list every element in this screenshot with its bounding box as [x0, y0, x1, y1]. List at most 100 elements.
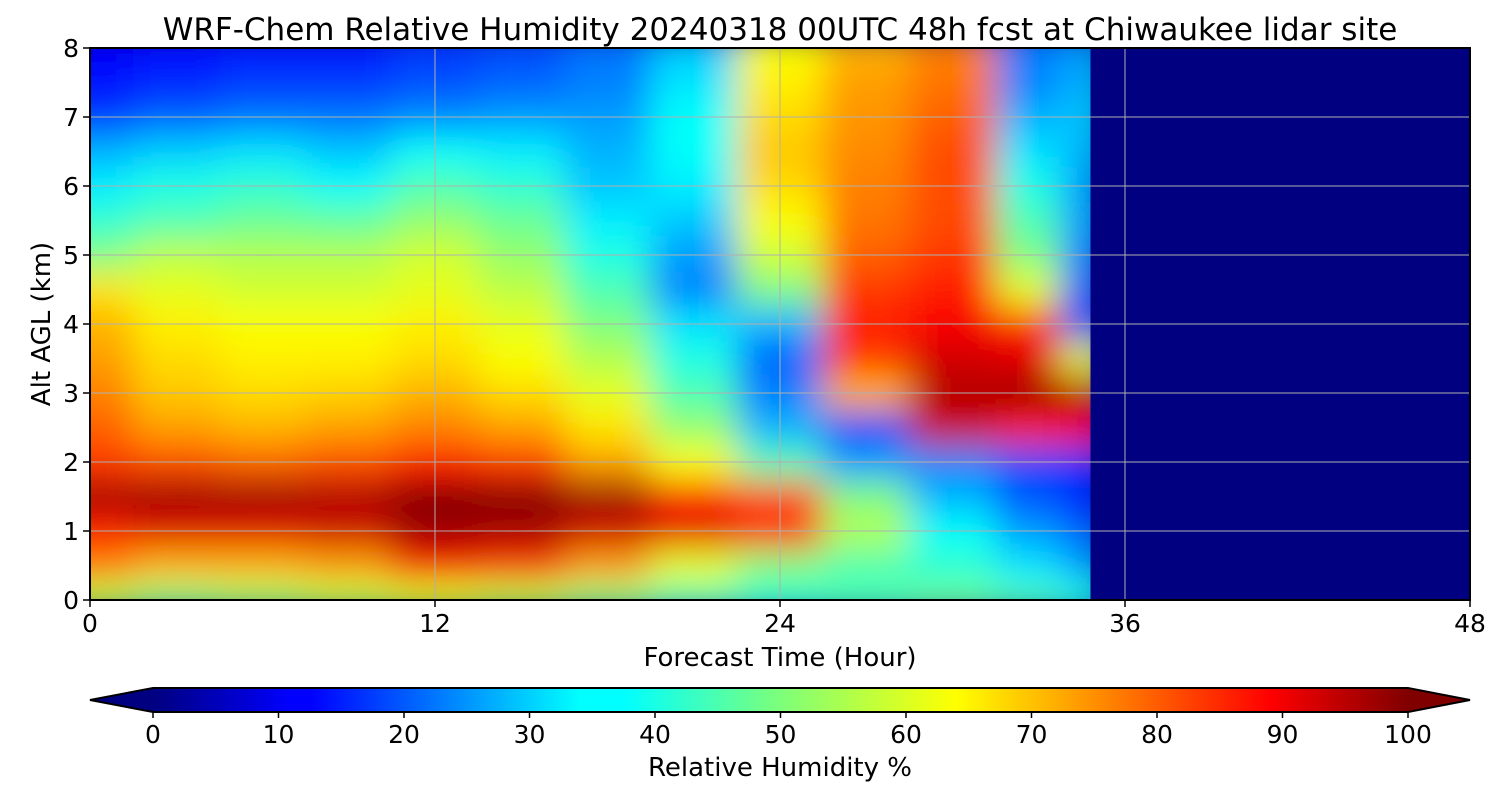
colorbar-tick-label: 0: [145, 720, 161, 749]
heatmap-cell: [650, 203, 738, 239]
heatmap-cell: [995, 134, 1061, 170]
y-tick-label: 1: [63, 517, 79, 546]
heatmap-cell: [219, 410, 307, 446]
heatmap-cell: [305, 203, 393, 239]
heatmap-cell: [90, 410, 134, 446]
colorbar-tick-label: 30: [514, 720, 546, 749]
heatmap-cell: [478, 582, 565, 600]
y-tick-label: 6: [63, 172, 79, 201]
colorbar-extend-max: [1408, 688, 1470, 712]
colorbar-body: [153, 688, 1408, 712]
heatmap-cell: [650, 272, 738, 308]
heatmap-cell: [133, 65, 220, 101]
y-tick-label: 2: [63, 448, 79, 477]
chart-title: WRF-Chem Relative Humidity 20240318 00UT…: [163, 12, 1398, 48]
heatmap-cell: [995, 479, 1061, 515]
heatmap-cell: [305, 410, 393, 446]
heatmap-cell: [823, 548, 910, 584]
x-tick-label: 0: [82, 609, 98, 638]
heatmap-cell: [478, 203, 565, 239]
heatmap-cell: [823, 410, 910, 446]
heatmap-cell: [909, 479, 997, 515]
heatmap-cell: [823, 479, 910, 515]
heatmap-cell: [564, 479, 652, 515]
y-tick-label: 7: [63, 103, 79, 132]
heatmap-cell: [133, 134, 220, 170]
heatmap-cell: [133, 48, 220, 66]
heatmap-cell: [90, 479, 134, 515]
heatmap-cell: [995, 65, 1061, 101]
heatmap-cell: [564, 65, 652, 101]
x-axis-ticks: 0 12 24 36 48: [82, 600, 1486, 638]
heatmap-cell: [219, 582, 307, 600]
y-tick-label: 5: [63, 241, 79, 270]
heatmap-cell: [133, 479, 220, 515]
heatmap-cell: [823, 272, 910, 308]
heatmap-cell: [219, 48, 307, 66]
heatmap-cell: [823, 48, 910, 66]
heatmap-cell: [823, 203, 910, 239]
heatmap-cell: [133, 272, 220, 308]
heatmap-cell: [133, 410, 220, 446]
heatmap-cell: [823, 65, 910, 101]
heatmap-cell: [564, 548, 652, 584]
colorbar-tick-label: 20: [388, 720, 420, 749]
heatmap-cell: [650, 65, 738, 101]
heatmap-cell: [564, 272, 652, 308]
x-tick-label: 48: [1454, 609, 1486, 638]
heatmap-cell: [909, 48, 997, 66]
heatmap-cell: [650, 479, 738, 515]
x-tick-label: 24: [764, 609, 796, 638]
heatmap-cell: [90, 65, 134, 101]
heatmap-cell: [478, 548, 565, 584]
x-tick-label: 12: [419, 609, 451, 638]
heatmap-cell: [995, 272, 1061, 308]
heatmap-cell: [90, 582, 134, 600]
heatmap-cell: [478, 65, 565, 101]
heatmap-cell: [133, 203, 220, 239]
heatmap-cell: [478, 410, 565, 446]
heatmap-cell: [478, 48, 565, 66]
colorbar-tick-label: 10: [263, 720, 295, 749]
heatmap-cell: [909, 548, 997, 584]
heatmap-cell: [305, 341, 393, 377]
heatmap-cell: [305, 48, 393, 66]
heatmap-cell: [995, 203, 1061, 239]
heatmap-cell: [564, 203, 652, 239]
colorbar-ticks: 0 10 20 30 40 50 60 70 80 90 100: [145, 712, 1432, 749]
colorbar-label: Relative Humidity %: [648, 753, 912, 783]
colorbar-tick-label: 100: [1384, 720, 1432, 749]
heatmap-cell: [564, 341, 652, 377]
heatmap-cell: [219, 479, 307, 515]
heatmap-cell: [90, 203, 134, 239]
colorbar-tick-label: 80: [1141, 720, 1173, 749]
heatmap-cell: [90, 272, 134, 308]
y-tick-label: 8: [63, 34, 79, 63]
y-tick-label: 4: [63, 310, 79, 339]
y-tick-label: 3: [63, 379, 79, 408]
heatmap-cell: [478, 272, 565, 308]
grid-lines: [90, 48, 1470, 600]
heatmap-cell: [219, 548, 307, 584]
heatmap-cell: [90, 134, 134, 170]
heatmap-cell: [305, 65, 393, 101]
heatmap-cell: [995, 582, 1061, 600]
heatmap-cell: [995, 48, 1061, 66]
heatmap-cell: [823, 134, 910, 170]
colorbar-tick-label: 90: [1267, 720, 1299, 749]
x-tick-label: 36: [1109, 609, 1141, 638]
heatmap-cell: [305, 134, 393, 170]
heatmap-cell: [219, 134, 307, 170]
heatmap-cell: [564, 582, 652, 600]
heatmap-cell: [909, 582, 997, 600]
heatmap-cell: [219, 272, 307, 308]
heatmap-cell: [90, 548, 134, 584]
y-axis-label: Alt AGL (km): [27, 242, 57, 406]
heatmap-cell: [995, 548, 1061, 584]
heatmap-cell: [478, 134, 565, 170]
heatmap-cell: [909, 272, 997, 308]
heatmap-cell: [219, 65, 307, 101]
heatmap-cell: [909, 410, 997, 446]
heatmap-cell: [478, 341, 565, 377]
